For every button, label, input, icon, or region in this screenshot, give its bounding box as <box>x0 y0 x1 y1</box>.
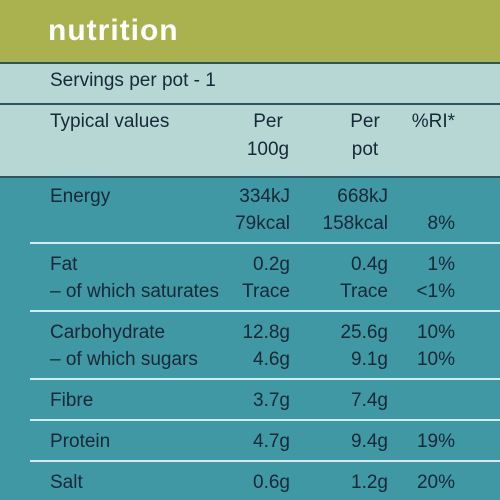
cell: 9.1g <box>351 349 388 370</box>
cell: Trace <box>340 281 388 302</box>
cell: 79kcal <box>235 213 290 234</box>
header-band <box>0 0 500 62</box>
row-label: – of which saturates <box>50 281 219 302</box>
cell: 25.6g <box>340 322 388 343</box>
row-label: Protein <box>50 431 111 452</box>
row-label: Fibre <box>50 390 94 411</box>
cell: 0.2g <box>253 254 290 275</box>
cell: 12.8g <box>242 322 290 343</box>
column-header: 100g <box>246 139 290 160</box>
rule <box>0 103 500 105</box>
cell: 0.4g <box>351 254 388 275</box>
row-separator <box>30 310 500 312</box>
cell: 8% <box>427 213 455 234</box>
column-header: Typical values <box>50 111 170 132</box>
cell: 10% <box>416 322 455 343</box>
row-label: Carbohydrate <box>50 322 166 343</box>
row-separator <box>30 378 500 380</box>
row-label: Salt <box>50 472 83 493</box>
column-header: Per <box>253 111 283 132</box>
cell: 0.6g <box>253 472 290 493</box>
cell: 20% <box>416 472 455 493</box>
header-title: nutrition <box>48 14 179 47</box>
cell: 334kJ <box>239 186 290 207</box>
column-header: Per <box>350 111 380 132</box>
cell: 9.4g <box>351 431 388 452</box>
cell: 158kcal <box>322 213 389 234</box>
cell: 3.7g <box>253 390 290 411</box>
row-label: Fat <box>50 254 78 275</box>
column-header: pot <box>351 139 379 160</box>
row-label: Energy <box>50 186 111 207</box>
row-label: – of which sugars <box>50 349 198 370</box>
row-separator <box>30 460 500 462</box>
cell: <1% <box>416 281 455 302</box>
cell: 4.7g <box>253 431 290 452</box>
cell: 10% <box>416 349 455 370</box>
servings: Servings per pot - 1 <box>50 70 216 91</box>
rule <box>0 176 500 178</box>
cell: Trace <box>242 281 290 302</box>
cell: 19% <box>416 431 455 452</box>
cell: 1% <box>427 254 455 275</box>
cell: 668kJ <box>337 186 388 207</box>
cell: 1.2g <box>351 472 388 493</box>
subheader-band <box>0 62 500 178</box>
column-header: %RI* <box>411 111 455 132</box>
rule <box>0 62 500 64</box>
cell: 4.6g <box>253 349 290 370</box>
row-separator <box>30 242 500 244</box>
row-separator <box>30 419 500 421</box>
cell: 7.4g <box>351 390 388 411</box>
